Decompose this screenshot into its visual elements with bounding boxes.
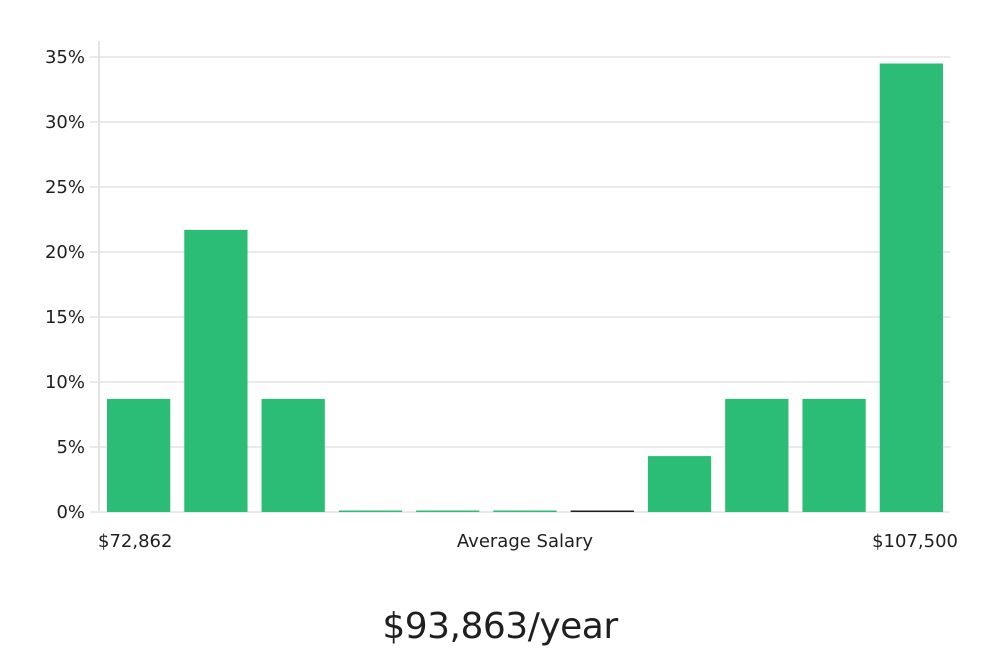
histogram-bar xyxy=(416,510,480,512)
histogram-bar xyxy=(184,229,248,512)
y-tick-label: 35% xyxy=(45,47,85,68)
histogram-bar xyxy=(647,456,712,512)
histogram-bar xyxy=(338,510,403,512)
histogram-bar xyxy=(802,398,866,512)
histogram-bar xyxy=(493,510,557,512)
histogram-bar xyxy=(570,510,634,512)
y-tick-label: 0% xyxy=(56,502,85,523)
histogram-bar xyxy=(879,63,943,512)
histogram-bar xyxy=(107,398,171,512)
x-axis-label: Average Salary xyxy=(457,531,594,552)
y-tick-label: 30% xyxy=(45,112,85,133)
histogram-bar xyxy=(725,398,789,512)
y-tick-label: 20% xyxy=(45,242,85,263)
salary-histogram-chart: 0% 5% 10% 15% 20% 25% 30% 35% $72,862 Average S… xyxy=(45,41,958,552)
y-tick-label: 15% xyxy=(45,307,85,328)
x-min-label: $72,862 xyxy=(98,531,172,552)
histogram-bars xyxy=(107,63,943,512)
y-tick-label: 25% xyxy=(45,177,85,198)
y-tick-label: 5% xyxy=(56,437,85,458)
y-axis-ticks: 0% 5% 10% 15% 20% 25% 30% 35% xyxy=(45,47,85,523)
histogram-bar xyxy=(261,398,325,512)
x-max-label: $107,500 xyxy=(872,531,958,552)
y-tick-label: 10% xyxy=(45,372,85,393)
average-salary-value: $93,863/year xyxy=(382,606,618,647)
